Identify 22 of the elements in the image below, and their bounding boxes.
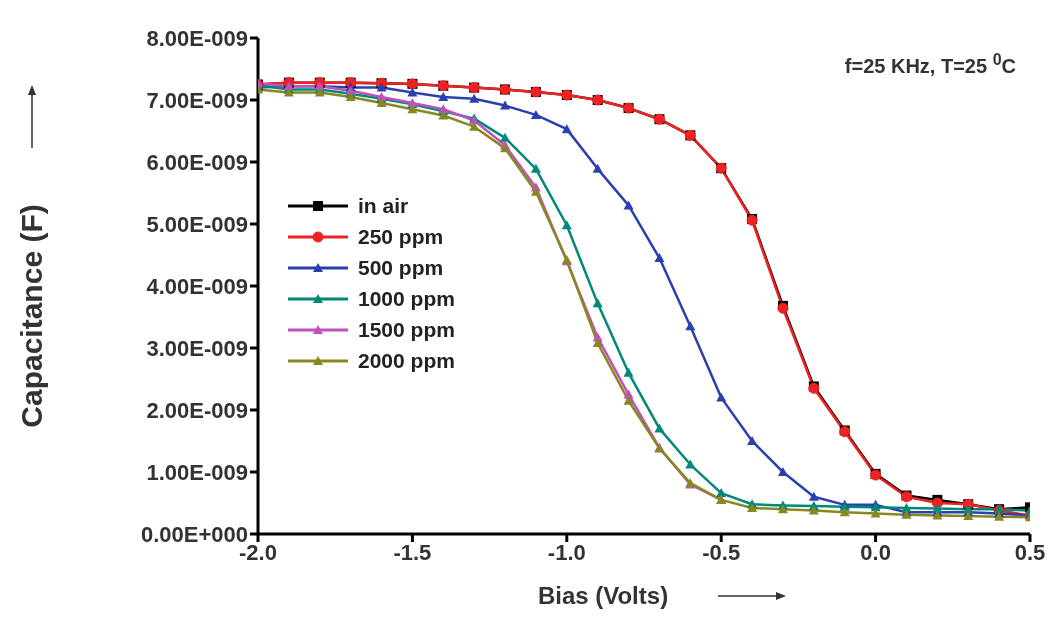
legend-label: 250 ppm [358, 225, 444, 248]
legend-label: in air [358, 194, 409, 217]
x-tick-label: 0.0 [860, 539, 891, 565]
x-tick-label: -0.5 [702, 539, 741, 565]
y-tick-label: 1.00E-009 [146, 459, 248, 485]
x-tick-label: -1.0 [547, 539, 586, 565]
legend-label: 1500 ppm [358, 318, 455, 341]
y-tick-label: 4.00E-009 [146, 273, 248, 299]
y-tick-label: 3.00E-009 [146, 335, 248, 361]
x-tick-label: 0.5 [1014, 539, 1046, 565]
legend-label: 1000 ppm [358, 287, 455, 310]
x-axis-title: Bias (Volts) [537, 582, 669, 609]
annotation: f=25 KHz, T=25 $^{0}$C [844, 50, 1016, 77]
y-tick-label: 2.00E-009 [146, 397, 248, 423]
y-tick-label: 6.00E-009 [146, 149, 248, 175]
x-tick-label: -1.5 [393, 539, 432, 565]
y-tick-label: 7.00E-009 [146, 87, 248, 113]
y-tick-label: 8.00E-009 [146, 25, 248, 51]
y-axis-title: Capacitance (F) [15, 204, 48, 428]
legend-label: 500 ppm [358, 256, 444, 279]
y-tick-label: 5.00E-009 [146, 211, 248, 237]
legend-label: 2000 ppm [358, 349, 455, 372]
